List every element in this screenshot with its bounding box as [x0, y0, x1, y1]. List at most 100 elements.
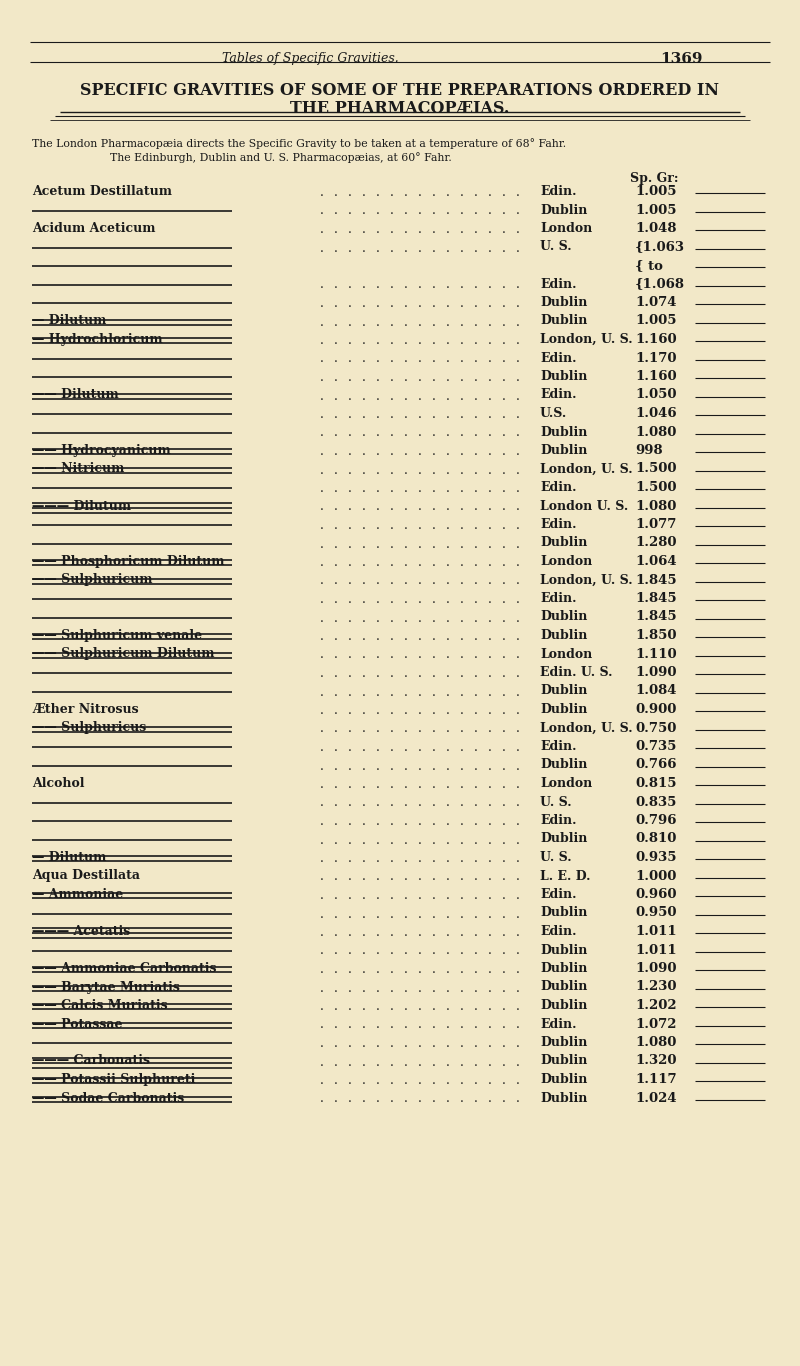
Text: .: . [334, 816, 338, 828]
Text: .: . [488, 1000, 492, 1014]
Text: .: . [474, 1093, 478, 1105]
Text: .: . [488, 463, 492, 477]
Text: .: . [488, 963, 492, 975]
Text: .: . [362, 889, 366, 902]
Text: .: . [390, 335, 394, 347]
Text: .: . [334, 740, 338, 754]
Text: 1.117: 1.117 [635, 1074, 677, 1086]
Text: .: . [320, 816, 324, 828]
Text: .: . [488, 519, 492, 531]
Text: .: . [404, 963, 408, 975]
Text: .: . [446, 779, 450, 791]
Text: .: . [502, 982, 506, 994]
Text: .: . [362, 926, 366, 938]
Text: .: . [474, 463, 478, 477]
Text: .: . [376, 463, 380, 477]
Text: .: . [432, 575, 436, 587]
Text: .: . [334, 649, 338, 661]
Text: .: . [362, 870, 366, 884]
Text: .: . [362, 335, 366, 347]
Text: 1.048: 1.048 [635, 223, 677, 235]
Text: 1.080: 1.080 [635, 500, 676, 512]
Text: .: . [348, 593, 352, 607]
Text: .: . [446, 1074, 450, 1087]
Text: .: . [404, 372, 408, 384]
Text: .: . [432, 519, 436, 531]
Text: .: . [460, 944, 464, 958]
Text: .: . [362, 482, 366, 494]
Text: .: . [348, 389, 352, 403]
Text: .: . [516, 740, 520, 754]
Text: .: . [460, 649, 464, 661]
Text: Dublin: Dublin [540, 944, 587, 956]
Text: .: . [362, 963, 366, 975]
Text: .: . [516, 870, 520, 884]
Text: .: . [488, 408, 492, 421]
Text: London: London [540, 555, 592, 568]
Text: .: . [446, 1093, 450, 1105]
Text: .: . [446, 519, 450, 531]
Text: .: . [446, 926, 450, 938]
Text: .: . [334, 759, 338, 773]
Text: .: . [390, 852, 394, 865]
Text: Edin.: Edin. [540, 351, 577, 365]
Text: .: . [432, 740, 436, 754]
Text: .: . [334, 686, 338, 698]
Text: .: . [404, 186, 408, 199]
Text: .: . [474, 352, 478, 366]
Text: .: . [348, 612, 352, 624]
Text: .: . [460, 575, 464, 587]
Text: .: . [474, 408, 478, 421]
Text: .: . [418, 1037, 422, 1050]
Text: Dublin: Dublin [540, 1035, 587, 1049]
Text: Edin.: Edin. [540, 888, 577, 902]
Text: .: . [320, 445, 324, 458]
Text: .: . [446, 279, 450, 291]
Text: .: . [446, 186, 450, 199]
Text: .: . [516, 833, 520, 847]
Text: .: . [460, 740, 464, 754]
Text: .: . [390, 686, 394, 698]
Text: .: . [376, 779, 380, 791]
Text: .: . [376, 926, 380, 938]
Text: .: . [334, 575, 338, 587]
Text: .: . [404, 352, 408, 366]
Text: 1.090: 1.090 [635, 962, 677, 975]
Text: .: . [446, 242, 450, 254]
Text: .: . [460, 1056, 464, 1068]
Text: .: . [460, 519, 464, 531]
Text: .: . [446, 537, 450, 550]
Text: .: . [502, 205, 506, 217]
Text: 998: 998 [635, 444, 662, 458]
Text: .: . [418, 556, 422, 570]
Text: .: . [376, 982, 380, 994]
Text: .: . [376, 500, 380, 514]
Text: .: . [362, 316, 366, 328]
Text: .: . [488, 723, 492, 735]
Text: London: London [540, 777, 592, 790]
Text: .: . [460, 186, 464, 199]
Text: .: . [404, 463, 408, 477]
Text: .: . [432, 833, 436, 847]
Text: .: . [348, 316, 352, 328]
Text: .: . [348, 500, 352, 514]
Text: .: . [348, 296, 352, 310]
Text: .: . [488, 759, 492, 773]
Text: .: . [418, 482, 422, 494]
Text: .: . [474, 1000, 478, 1014]
Text: .: . [320, 426, 324, 440]
Text: .: . [460, 223, 464, 236]
Text: .: . [474, 889, 478, 902]
Text: .: . [418, 703, 422, 717]
Text: .: . [488, 926, 492, 938]
Text: .: . [348, 242, 352, 254]
Text: .: . [320, 870, 324, 884]
Text: .: . [446, 463, 450, 477]
Text: .: . [516, 1093, 520, 1105]
Text: .: . [446, 796, 450, 810]
Text: .: . [446, 408, 450, 421]
Text: .: . [474, 833, 478, 847]
Text: .: . [474, 852, 478, 865]
Text: .: . [432, 408, 436, 421]
Text: .: . [362, 630, 366, 643]
